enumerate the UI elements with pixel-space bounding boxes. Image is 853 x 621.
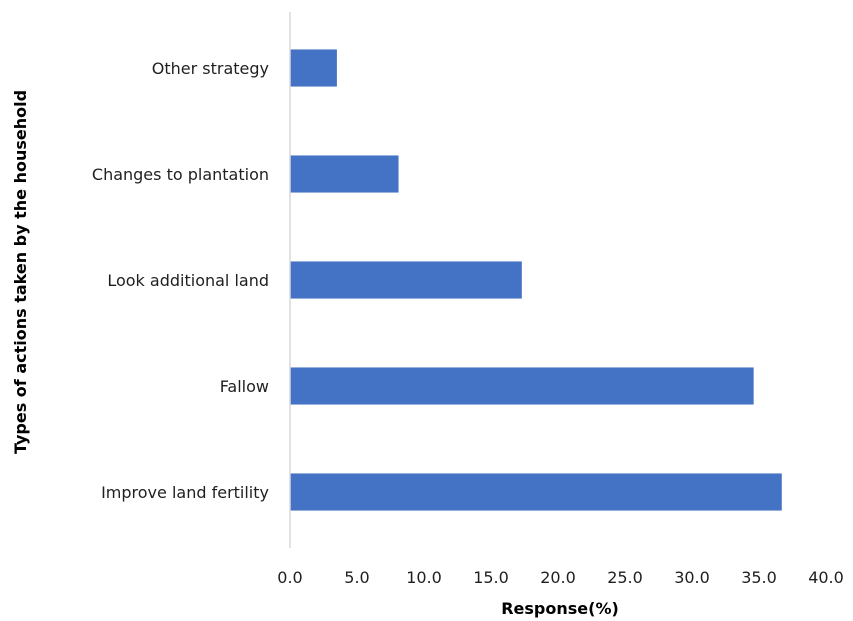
- category-label: Other strategy: [152, 59, 269, 78]
- x-tick-labels: 0.0 5.0 10.0 15.0 20.0 25.0 30.0 35.0 40.0: [277, 568, 844, 587]
- bar-changes-to-plantation: [290, 155, 399, 193]
- x-tick-label: 10.0: [406, 568, 442, 587]
- x-tick-label: 15.0: [473, 568, 509, 587]
- bar-other-strategy: [290, 49, 337, 87]
- category-label: Improve land fertility: [101, 483, 269, 502]
- x-tick-label: 30.0: [674, 568, 710, 587]
- x-tick-label: 35.0: [741, 568, 777, 587]
- x-axis-title: Response(%): [501, 599, 619, 618]
- category-labels: Other strategy Changes to plantation Look …: [92, 59, 269, 502]
- category-label: Look additional land: [107, 271, 269, 290]
- x-tick-label: 20.0: [540, 568, 576, 587]
- bar-look-additional-land: [290, 261, 522, 299]
- category-label: Fallow: [220, 377, 269, 396]
- bars-layer: [290, 49, 782, 511]
- bar-fallow: [290, 367, 754, 405]
- x-tick-label: 25.0: [607, 568, 643, 587]
- x-tick-label: 5.0: [344, 568, 369, 587]
- y-axis-title: Types of actions taken by the household: [11, 90, 30, 454]
- x-tick-label: 40.0: [808, 568, 844, 587]
- category-label: Changes to plantation: [92, 165, 269, 184]
- x-tick-label: 0.0: [277, 568, 302, 587]
- bar-improve-land-fertility: [290, 473, 782, 511]
